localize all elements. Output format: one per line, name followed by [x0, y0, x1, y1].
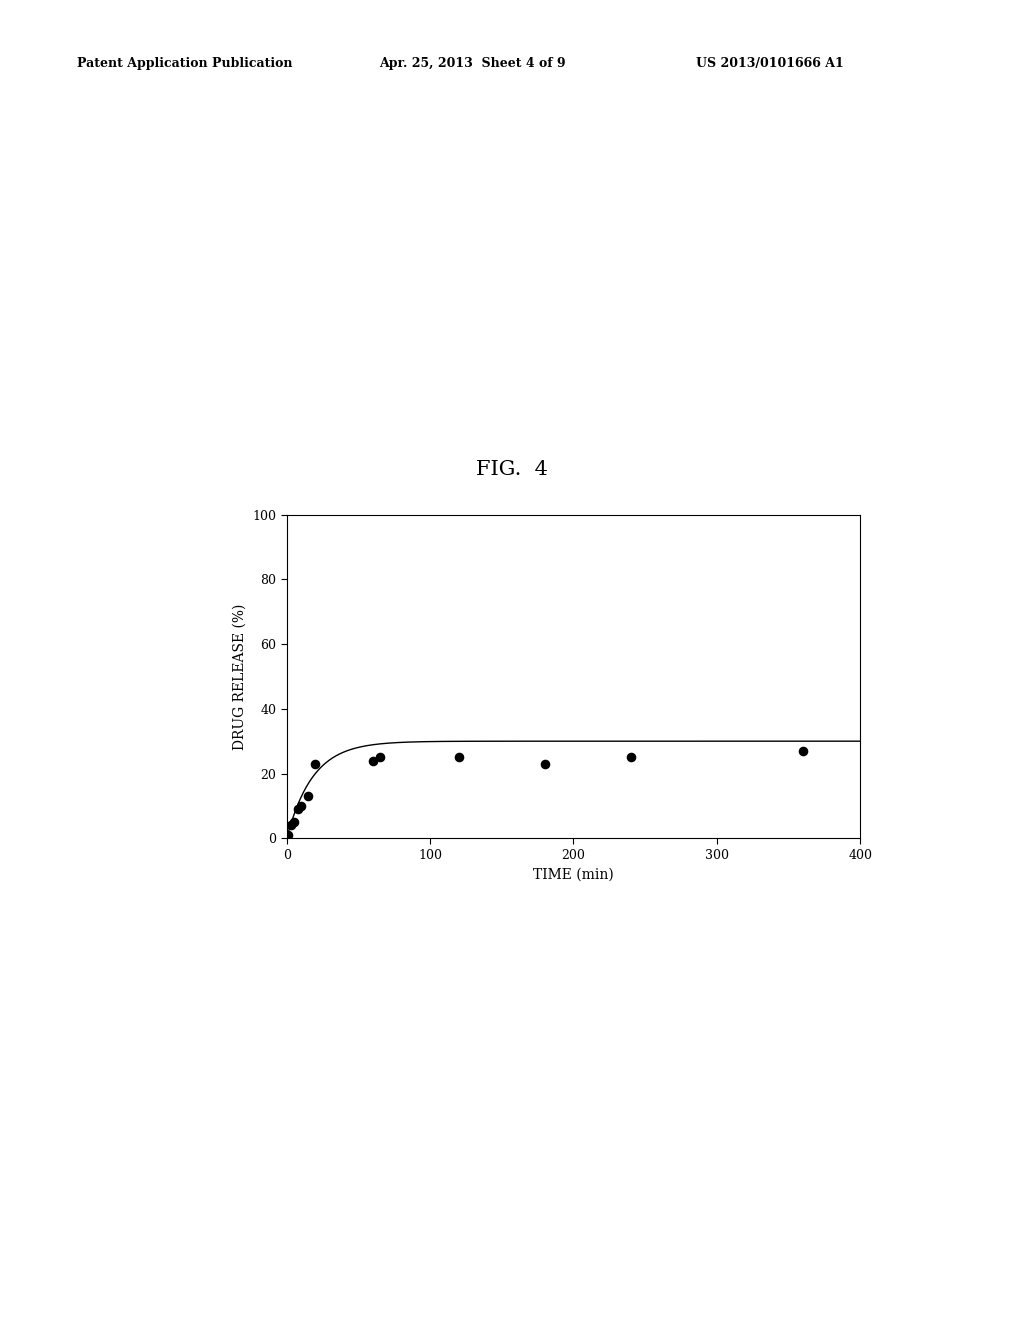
Text: FIG.  4: FIG. 4	[476, 461, 548, 479]
Point	[300, 785, 316, 807]
Point	[293, 795, 309, 816]
Point	[623, 747, 639, 768]
Point	[286, 812, 302, 833]
Point	[280, 825, 296, 846]
Text: Patent Application Publication: Patent Application Publication	[77, 57, 292, 70]
Text: US 2013/0101666 A1: US 2013/0101666 A1	[696, 57, 844, 70]
Point	[279, 828, 295, 849]
X-axis label: TIME (min): TIME (min)	[534, 867, 613, 882]
Text: Apr. 25, 2013  Sheet 4 of 9: Apr. 25, 2013 Sheet 4 of 9	[379, 57, 565, 70]
Point	[537, 754, 553, 775]
Point	[372, 747, 388, 768]
Point	[290, 799, 306, 820]
Point	[307, 754, 324, 775]
Point	[283, 814, 299, 836]
Point	[795, 741, 811, 762]
Point	[365, 750, 381, 771]
Point	[451, 747, 467, 768]
Y-axis label: DRUG RELEASE (%): DRUG RELEASE (%)	[232, 603, 247, 750]
